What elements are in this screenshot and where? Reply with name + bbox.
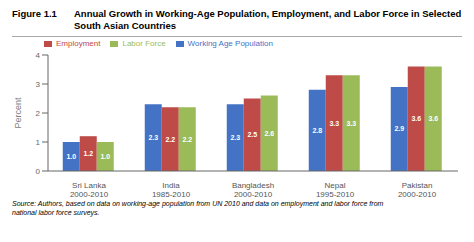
svg-text:2.9: 2.9 [394, 125, 404, 132]
svg-text:2.6: 2.6 [264, 130, 274, 137]
svg-text:3.3: 3.3 [329, 120, 339, 127]
svg-text:Nepal1995-2010: Nepal1995-2010 [316, 181, 355, 197]
svg-text:2.5: 2.5 [247, 131, 257, 138]
svg-text:2: 2 [36, 109, 41, 118]
svg-text:3.6: 3.6 [428, 115, 438, 122]
svg-text:2.8: 2.8 [312, 127, 322, 134]
html-text:national labor force surveys.: national labor force surveys. [12, 209, 100, 216]
html-text:South Asian Countries: South Asian Countries [74, 20, 176, 31]
html-text:Working Age Population: Working Age Population [187, 39, 273, 48]
svg-text:Bangladesh2000-2010: Bangladesh2000-2010 [232, 181, 274, 197]
svg-text:Sri Lanka2000-2010: Sri Lanka2000-2010 [70, 181, 109, 197]
html-text:Employment: Employment [56, 39, 101, 48]
svg-text:Pakistan2000-2010: Pakistan2000-2010 [398, 181, 437, 197]
html-text:Labor Force: Labor Force [122, 39, 166, 48]
svg-text:2.3: 2.3 [148, 134, 158, 141]
svg-text:1.2: 1.2 [83, 150, 93, 157]
svg-text:4: 4 [36, 51, 41, 60]
svg-text:3.6: 3.6 [411, 115, 421, 122]
svg-text:1.0: 1.0 [100, 153, 110, 160]
svg-text:0: 0 [36, 167, 41, 176]
svg-text:1: 1 [36, 138, 41, 147]
svg-text:1.0: 1.0 [66, 153, 76, 160]
html-text:Annual Growth in Working-Age P: Annual Growth in Working-Age Population,… [74, 8, 462, 19]
svg-text:Percent: Percent [13, 97, 23, 129]
svg-text:2.3: 2.3 [230, 134, 240, 141]
svg-text:2.2: 2.2 [182, 136, 192, 143]
html-text:Figure 1.1: Figure 1.1 [12, 8, 57, 19]
svg-text:3.3: 3.3 [346, 120, 356, 127]
svg-text:India1985-2010: India1985-2010 [152, 181, 191, 197]
html-text:Source: Authors, based on data: Source: Authors, based on data on workin… [12, 200, 384, 207]
svg-text:2.2: 2.2 [165, 136, 175, 143]
svg-text:3: 3 [36, 80, 41, 89]
